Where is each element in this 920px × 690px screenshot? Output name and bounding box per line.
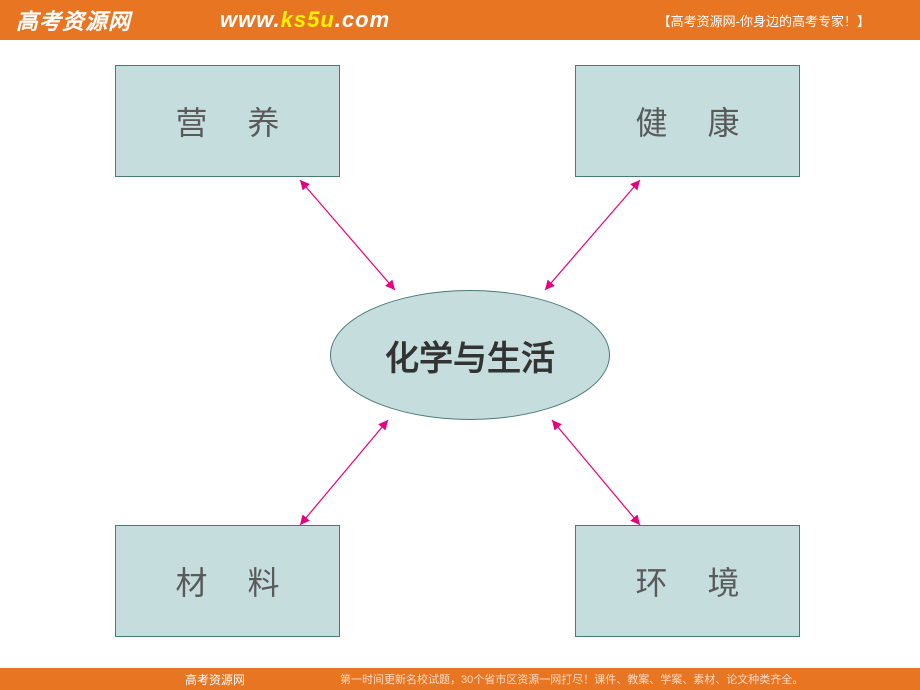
- node-health: 健康: [575, 65, 800, 177]
- node-environment: 环境: [575, 525, 800, 637]
- header-bar: 高考资源网 www.ks5u.com 【高考资源网-你身边的高考专家！】: [0, 0, 920, 40]
- node-label: 材料: [175, 558, 319, 604]
- node-nutrition: 营养: [115, 65, 340, 177]
- node-label: 健康: [635, 98, 779, 144]
- url-prefix: www.: [220, 7, 281, 32]
- footer-description: 第一时间更新名校试题，30个省市区资源一网打尽！课件、教案、学案、素材、论文种类…: [340, 671, 803, 687]
- node-label: 营养: [175, 98, 319, 144]
- logo-text: 高考资源网: [16, 4, 131, 36]
- connector-arrow: [300, 180, 395, 290]
- footer-bar: 高考资源网 第一时间更新名校试题，30个省市区资源一网打尽！课件、教案、学案、素…: [0, 668, 920, 690]
- connector-arrow: [545, 180, 640, 290]
- center-node: 化学与生活: [330, 290, 610, 420]
- site-url: www.ks5u.com: [220, 7, 390, 33]
- url-highlight: ks5u: [281, 7, 335, 32]
- concept-diagram: 营养 健康材料 环境 化学与生活: [0, 40, 920, 668]
- center-label: 化学与生活: [385, 331, 555, 380]
- logo-block: 高考资源网: [16, 4, 131, 36]
- footer-logo-text: 高考资源网: [185, 671, 245, 688]
- url-suffix: .com: [335, 7, 390, 32]
- node-label: 环境: [635, 558, 779, 604]
- connector-arrow: [300, 420, 388, 525]
- connector-arrow: [552, 420, 640, 525]
- header-slogan: 【高考资源网-你身边的高考专家！】: [658, 11, 870, 30]
- node-material: 材料: [115, 525, 340, 637]
